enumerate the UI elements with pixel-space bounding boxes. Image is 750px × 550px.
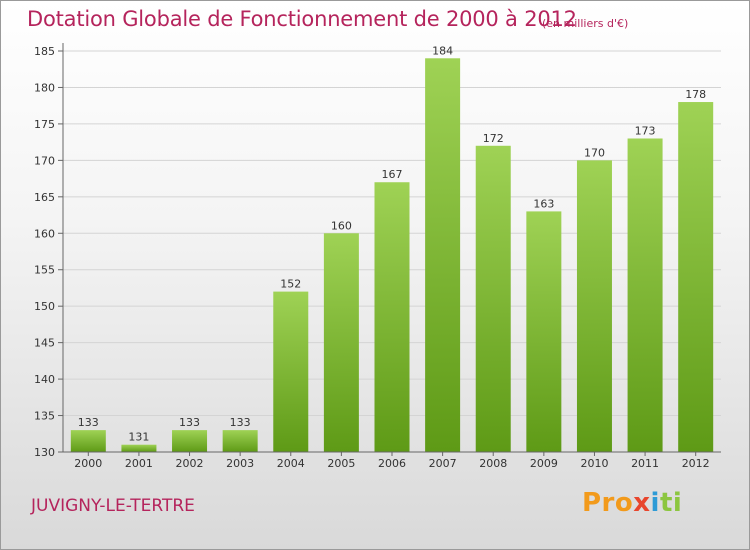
x-tick-label: 2006: [378, 457, 406, 470]
value-label: 152: [280, 278, 301, 291]
y-tick-label: 185: [34, 45, 55, 58]
bar-2008: [475, 145, 511, 453]
bar-2003: [222, 430, 258, 452]
y-tick-label: 170: [34, 154, 55, 167]
value-label: 133: [78, 416, 99, 429]
bar-2009: [526, 211, 562, 452]
axes: [58, 43, 721, 456]
x-tick-label: 2012: [682, 457, 710, 470]
bar-2007: [425, 58, 461, 453]
value-label: 172: [483, 132, 504, 145]
proxiti-logo: Proxiti: [582, 488, 682, 518]
y-tick-label: 130: [34, 446, 55, 459]
y-tick-label: 135: [34, 410, 55, 423]
y-tick-labels: 130 135 140 145 150 155 160 165 170 175 180 185: [34, 45, 55, 459]
x-tick-label: 2000: [74, 457, 102, 470]
y-tick-label: 175: [34, 118, 55, 131]
value-label: 131: [128, 431, 149, 444]
x-tick-label: 2003: [226, 457, 254, 470]
value-labels: 133 131 133 133 152 160 167 184 172 163 170 173 178: [78, 44, 706, 443]
x-tick-label: 2010: [580, 457, 608, 470]
logo-part-2: x: [633, 488, 651, 518]
value-label: 170: [584, 146, 605, 159]
chart-title: Dotation Globale de Fonctionnement de 20…: [27, 7, 577, 31]
x-tick-label: 2011: [631, 457, 659, 470]
x-tick-label: 2002: [176, 457, 204, 470]
y-tick-label: 140: [34, 373, 55, 386]
x-tick-label: 2008: [479, 457, 507, 470]
bar-2002: [172, 430, 208, 452]
value-label: 167: [382, 168, 403, 181]
value-label: 163: [533, 197, 554, 210]
value-label: 184: [432, 44, 453, 57]
logo-part-3: i: [650, 488, 660, 518]
bar-2011: [627, 138, 663, 452]
logo-part-1: Pro: [582, 488, 634, 518]
value-label: 173: [635, 124, 656, 137]
x-tick-label: 2005: [327, 457, 355, 470]
y-tick-label: 150: [34, 300, 55, 313]
y-tick-label: 180: [34, 81, 55, 94]
bar-2012: [678, 102, 714, 452]
y-tick-label: 165: [34, 191, 55, 204]
y-tick-label: 160: [34, 227, 55, 240]
x-tick-label: 2007: [429, 457, 457, 470]
bar-2001: [121, 444, 157, 452]
bar-2005: [323, 233, 359, 452]
y-tick-label: 155: [34, 264, 55, 277]
bar-2010: [576, 160, 612, 452]
y-tick-label: 145: [34, 337, 55, 350]
x-tick-label: 2001: [125, 457, 153, 470]
bar-2004: [273, 291, 309, 452]
value-label: 133: [230, 416, 251, 429]
value-label: 178: [685, 88, 706, 101]
bar-2000: [70, 430, 106, 452]
commune-name: JUVIGNY-LE-TERTRE: [31, 496, 195, 516]
chart-subtitle: (en milliers d'€): [542, 17, 629, 30]
x-tick-label: 2009: [530, 457, 558, 470]
bar-2006: [374, 182, 410, 452]
x-tick-labels: 2000 2001 2002 2003 2004 2005 2006 2007 2008 2009…: [74, 457, 709, 470]
x-tick-label: 2004: [277, 457, 305, 470]
value-label: 133: [179, 416, 200, 429]
value-label: 160: [331, 219, 352, 232]
logo-part-4: ti: [659, 488, 683, 518]
bars: [70, 58, 714, 453]
